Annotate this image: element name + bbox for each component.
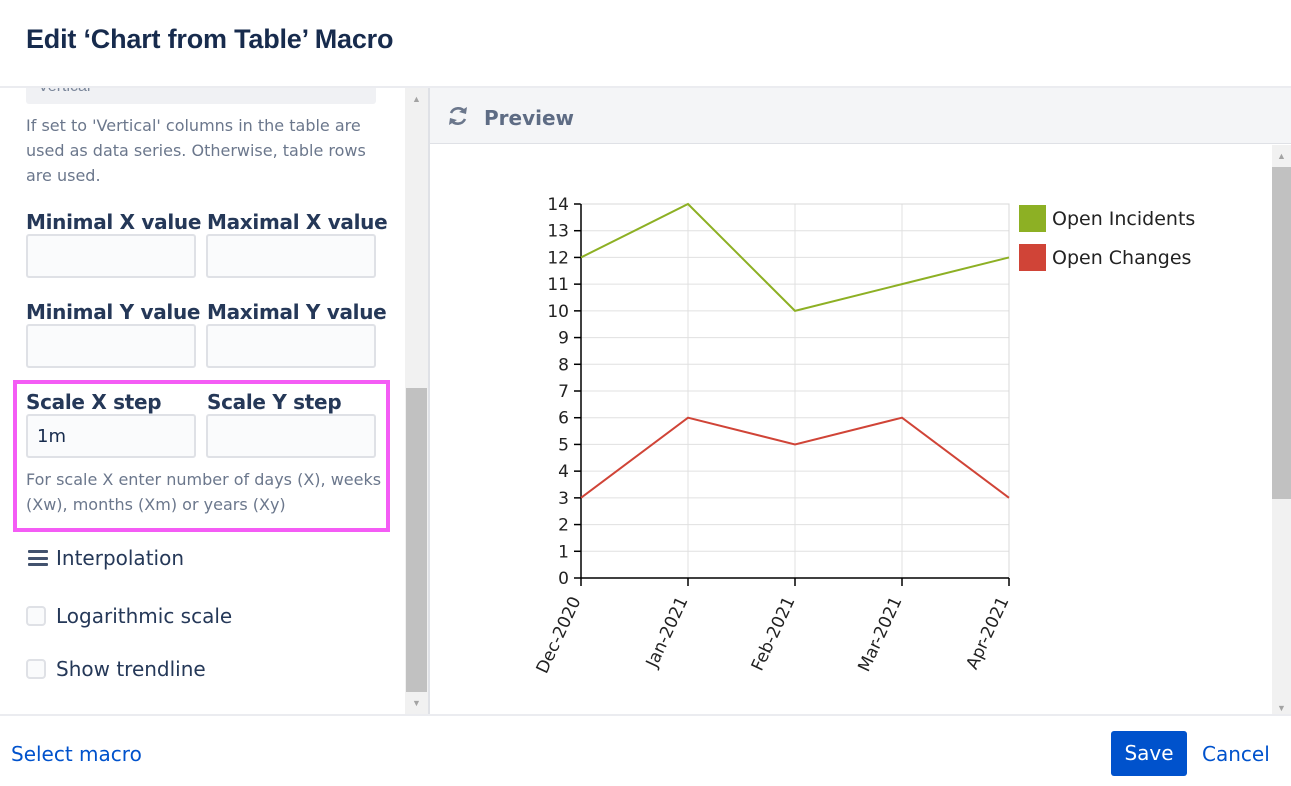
legend-label: Open Changes [1052,247,1191,269]
y-tick-label: 10 [547,302,569,322]
show-trendline-checkbox[interactable] [26,659,46,679]
orientation-help-line-2: used as data series. Otherwise, table ro… [26,141,366,160]
left-panel-scrollbar[interactable]: ▲ ▼ [405,88,428,714]
min-x-label: Minimal X value [26,210,202,234]
footer-divider [0,714,1291,716]
scale-y-field[interactable] [206,414,376,458]
min-y-field[interactable] [26,324,196,368]
legend-label: Open Incidents [1052,208,1195,230]
min-x-field[interactable] [26,234,196,278]
y-tick-label: 11 [547,275,569,295]
scale-y-label: Scale Y step [207,390,342,414]
y-tick-label: 0 [558,569,569,589]
orientation-help-line-1: If set to 'Vertical' columns in the tabl… [26,116,361,135]
select-macro-link[interactable]: Select macro [11,742,142,766]
menu-icon [28,550,48,566]
preview-scrollbar[interactable]: ▲ ▼ [1272,145,1291,714]
series-line [580,202,1010,312]
left-scrollbar-thumb[interactable] [406,388,427,692]
y-tick-label: 9 [558,329,569,349]
scale-x-label: Scale X step [26,390,162,414]
logarithmic-scale-checkbox[interactable] [26,606,46,626]
preview-scrollbar-thumb[interactable] [1272,167,1291,499]
max-y-label: Maximal Y value [207,300,387,324]
preview-scroll-up-icon[interactable]: ▲ [1277,151,1286,161]
min-y-label: Minimal Y value [26,300,201,324]
y-tick-label: 5 [558,435,569,455]
save-button[interactable]: Save [1111,731,1187,776]
y-tick-label: 1 [558,542,569,562]
interpolation-toggle[interactable]: Interpolation [28,544,184,572]
scale-x-field[interactable]: 1m [26,414,196,458]
macro-parameters-panel: Vertical If set to 'Vertical' columns in… [0,88,428,714]
interpolation-label: Interpolation [56,546,184,570]
y-tick-label: 2 [558,516,569,536]
orientation-select[interactable]: Vertical [26,88,376,104]
header-divider [0,86,1291,88]
x-tick-label: Jan-2021 [642,594,693,672]
scroll-up-icon[interactable]: ▲ [412,94,421,104]
preview-scroll-down-icon[interactable]: ▼ [1277,703,1286,713]
logarithmic-scale-option[interactable]: Logarithmic scale [26,602,232,630]
cancel-button[interactable]: Cancel [1202,742,1270,766]
preview-label: Preview [484,106,575,130]
logarithmic-scale-label: Logarithmic scale [56,604,233,628]
orientation-help-line-3: are used. [26,166,101,185]
chart-preview: 0 1 2 3 4 5 6 7 8 9 10 11 12 13 14 Dec-2020 Jan-2021 Feb-… [430,145,1272,714]
scale-help-line-2: (Xw), months (Xm) or years (Xy) [26,495,286,514]
legend-swatch [1019,244,1046,271]
dialog-title: Edit ‘Chart from Table’ Macro [26,24,394,54]
refresh-icon[interactable] [446,104,470,128]
scale-help-line-1: For scale X enter number of days (X), we… [26,470,382,489]
max-y-field[interactable] [206,324,376,368]
scale-step-highlight [13,380,390,532]
x-tick-label: Mar-2021 [854,594,906,675]
show-trendline-option[interactable]: Show trendline [26,655,206,683]
y-tick-label: 8 [558,355,569,375]
dialog-header: Edit ‘Chart from Table’ Macro [0,0,1291,86]
y-tick-label: 12 [547,248,569,268]
max-x-field[interactable] [206,234,376,278]
orientation-select-value: Vertical [38,88,90,96]
y-tick-label: 7 [558,382,569,402]
y-tick-label: 4 [558,462,569,482]
y-tick-label: 6 [558,409,569,429]
x-tick-label: Feb-2021 [748,594,800,675]
show-trendline-label: Show trendline [56,657,206,681]
preview-header: Preview [430,88,1291,144]
y-tick-label: 14 [547,195,569,215]
panel-divider [428,88,430,714]
x-tick-label: Dec-2020 [533,594,586,677]
series-line [580,416,1010,499]
y-tick-label: 3 [558,489,569,509]
x-tick-label: Apr-2021 [963,594,1014,673]
y-tick-label: 13 [547,222,569,242]
scroll-down-icon[interactable]: ▼ [412,698,421,708]
legend-swatch [1019,205,1046,232]
max-x-label: Maximal X value [207,210,388,234]
